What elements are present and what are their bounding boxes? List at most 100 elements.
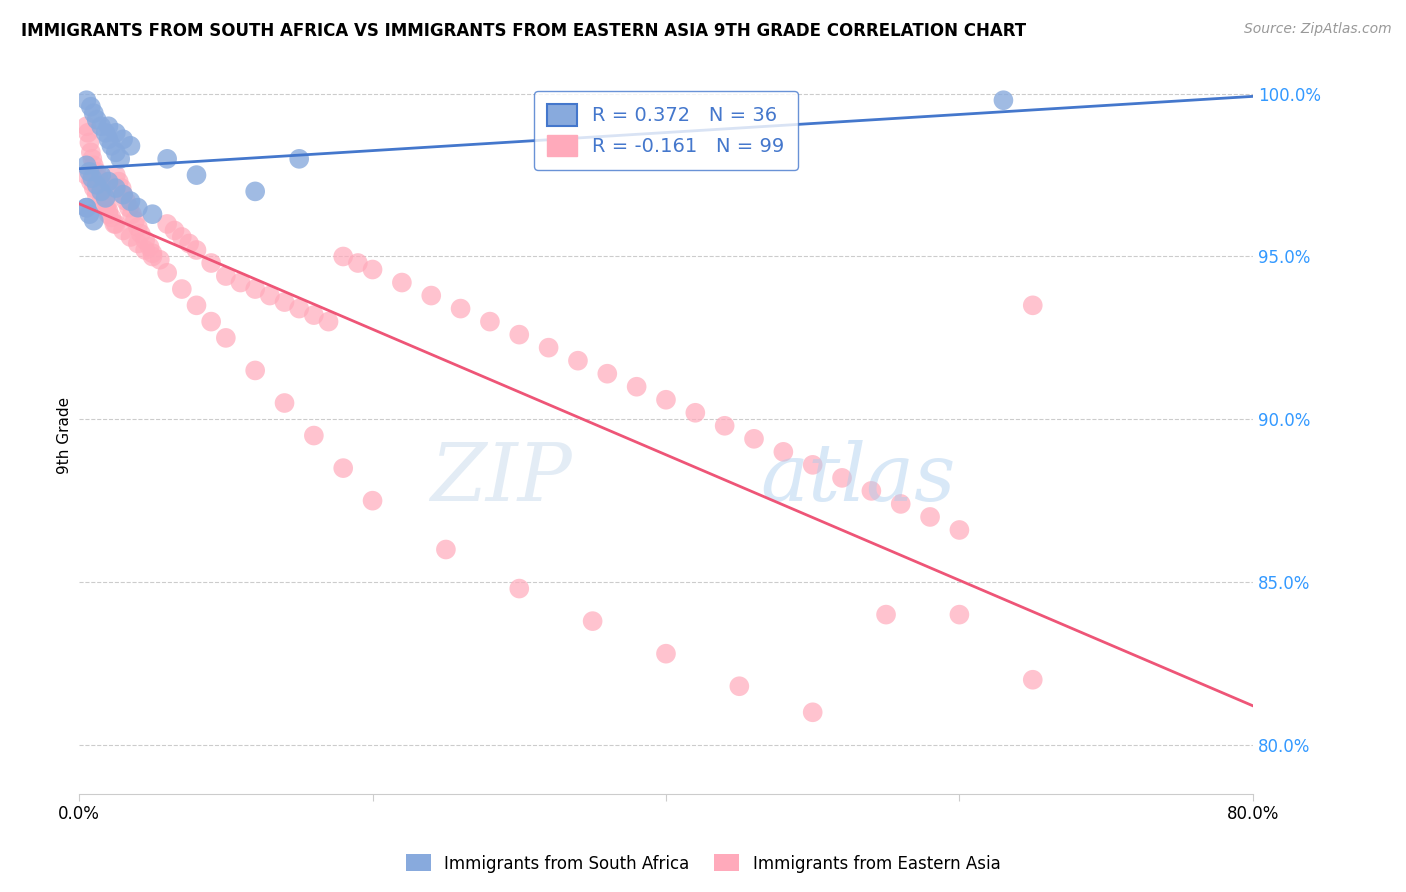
Point: [104, 126, 127, 140]
Point: [742, 432, 765, 446]
Point: [104, 168, 127, 182]
Point: [243, 282, 266, 296]
Point: [215, 268, 238, 283]
Point: [80, 145, 103, 160]
Point: [94, 191, 117, 205]
Point: [626, 380, 648, 394]
Point: [75, 93, 97, 107]
Point: [420, 288, 443, 302]
Point: [186, 298, 208, 312]
Point: [347, 256, 370, 270]
Point: [75, 120, 97, 134]
Point: [120, 194, 142, 209]
Point: [288, 152, 311, 166]
Point: [83, 213, 105, 227]
Point: [772, 445, 794, 459]
Point: [83, 158, 105, 172]
Point: [90, 120, 112, 134]
Point: [75, 168, 97, 182]
Point: [100, 138, 122, 153]
Point: [655, 392, 678, 407]
Point: [215, 331, 238, 345]
Point: [170, 230, 193, 244]
Point: [361, 262, 384, 277]
Point: [273, 295, 295, 310]
Point: [361, 493, 384, 508]
Point: [80, 175, 103, 189]
Point: [112, 187, 135, 202]
Point: [97, 175, 120, 189]
Point: [134, 243, 156, 257]
Point: [801, 458, 824, 472]
Point: [273, 396, 295, 410]
Point: [97, 132, 120, 146]
Point: [141, 207, 163, 221]
Point: [86, 187, 108, 202]
Point: [112, 223, 135, 237]
Point: [104, 217, 127, 231]
Point: [332, 461, 354, 475]
Point: [434, 542, 457, 557]
Point: [302, 428, 325, 442]
Point: [120, 230, 142, 244]
Point: [115, 194, 138, 209]
Point: [124, 213, 146, 227]
Point: [581, 614, 603, 628]
Point: [120, 138, 142, 153]
Point: [149, 252, 172, 267]
Point: [1022, 673, 1045, 687]
Point: [875, 607, 897, 622]
Point: [121, 207, 143, 221]
Point: [655, 647, 678, 661]
Point: [450, 301, 472, 316]
Point: [890, 497, 912, 511]
Point: [82, 171, 104, 186]
Text: atlas: atlas: [759, 440, 955, 517]
Point: [138, 240, 160, 254]
Point: [332, 250, 354, 264]
Text: IMMIGRANTS FROM SOUTH AFRICA VS IMMIGRANTS FROM EASTERN ASIA 9TH GRADE CORRELATI: IMMIGRANTS FROM SOUTH AFRICA VS IMMIGRAN…: [21, 22, 1026, 40]
Point: [79, 136, 101, 150]
Point: [685, 406, 707, 420]
Point: [83, 106, 105, 120]
Point: [90, 194, 112, 209]
Point: [918, 510, 941, 524]
Point: [948, 607, 970, 622]
Point: [508, 582, 530, 596]
Point: [186, 168, 208, 182]
Point: [170, 282, 193, 296]
Point: [97, 203, 120, 218]
Point: [86, 112, 108, 127]
Point: [141, 250, 163, 264]
Point: [97, 207, 120, 221]
Legend: R = 0.372   N = 36, R = -0.161   N = 99: R = 0.372 N = 36, R = -0.161 N = 99: [534, 91, 799, 170]
Point: [596, 367, 619, 381]
Text: ZIP: ZIP: [430, 440, 572, 517]
Point: [243, 185, 266, 199]
Point: [86, 178, 108, 192]
Point: [94, 191, 117, 205]
Point: [141, 246, 163, 260]
Point: [79, 165, 101, 179]
Point: [127, 236, 149, 251]
Point: [87, 171, 110, 186]
Point: [156, 152, 179, 166]
Point: [993, 93, 1015, 107]
Text: Source: ZipAtlas.com: Source: ZipAtlas.com: [1244, 22, 1392, 37]
Point: [156, 217, 179, 231]
Point: [103, 217, 125, 231]
Point: [134, 233, 156, 247]
Point: [127, 201, 149, 215]
Point: [100, 211, 122, 225]
Point: [478, 315, 501, 329]
Point: [508, 327, 530, 342]
Point: [107, 175, 129, 189]
Y-axis label: 9th Grade: 9th Grade: [58, 397, 72, 475]
Point: [200, 315, 222, 329]
Point: [179, 236, 201, 251]
Point: [831, 471, 853, 485]
Point: [90, 178, 112, 192]
Point: [801, 706, 824, 720]
Point: [75, 201, 97, 215]
Point: [537, 341, 560, 355]
